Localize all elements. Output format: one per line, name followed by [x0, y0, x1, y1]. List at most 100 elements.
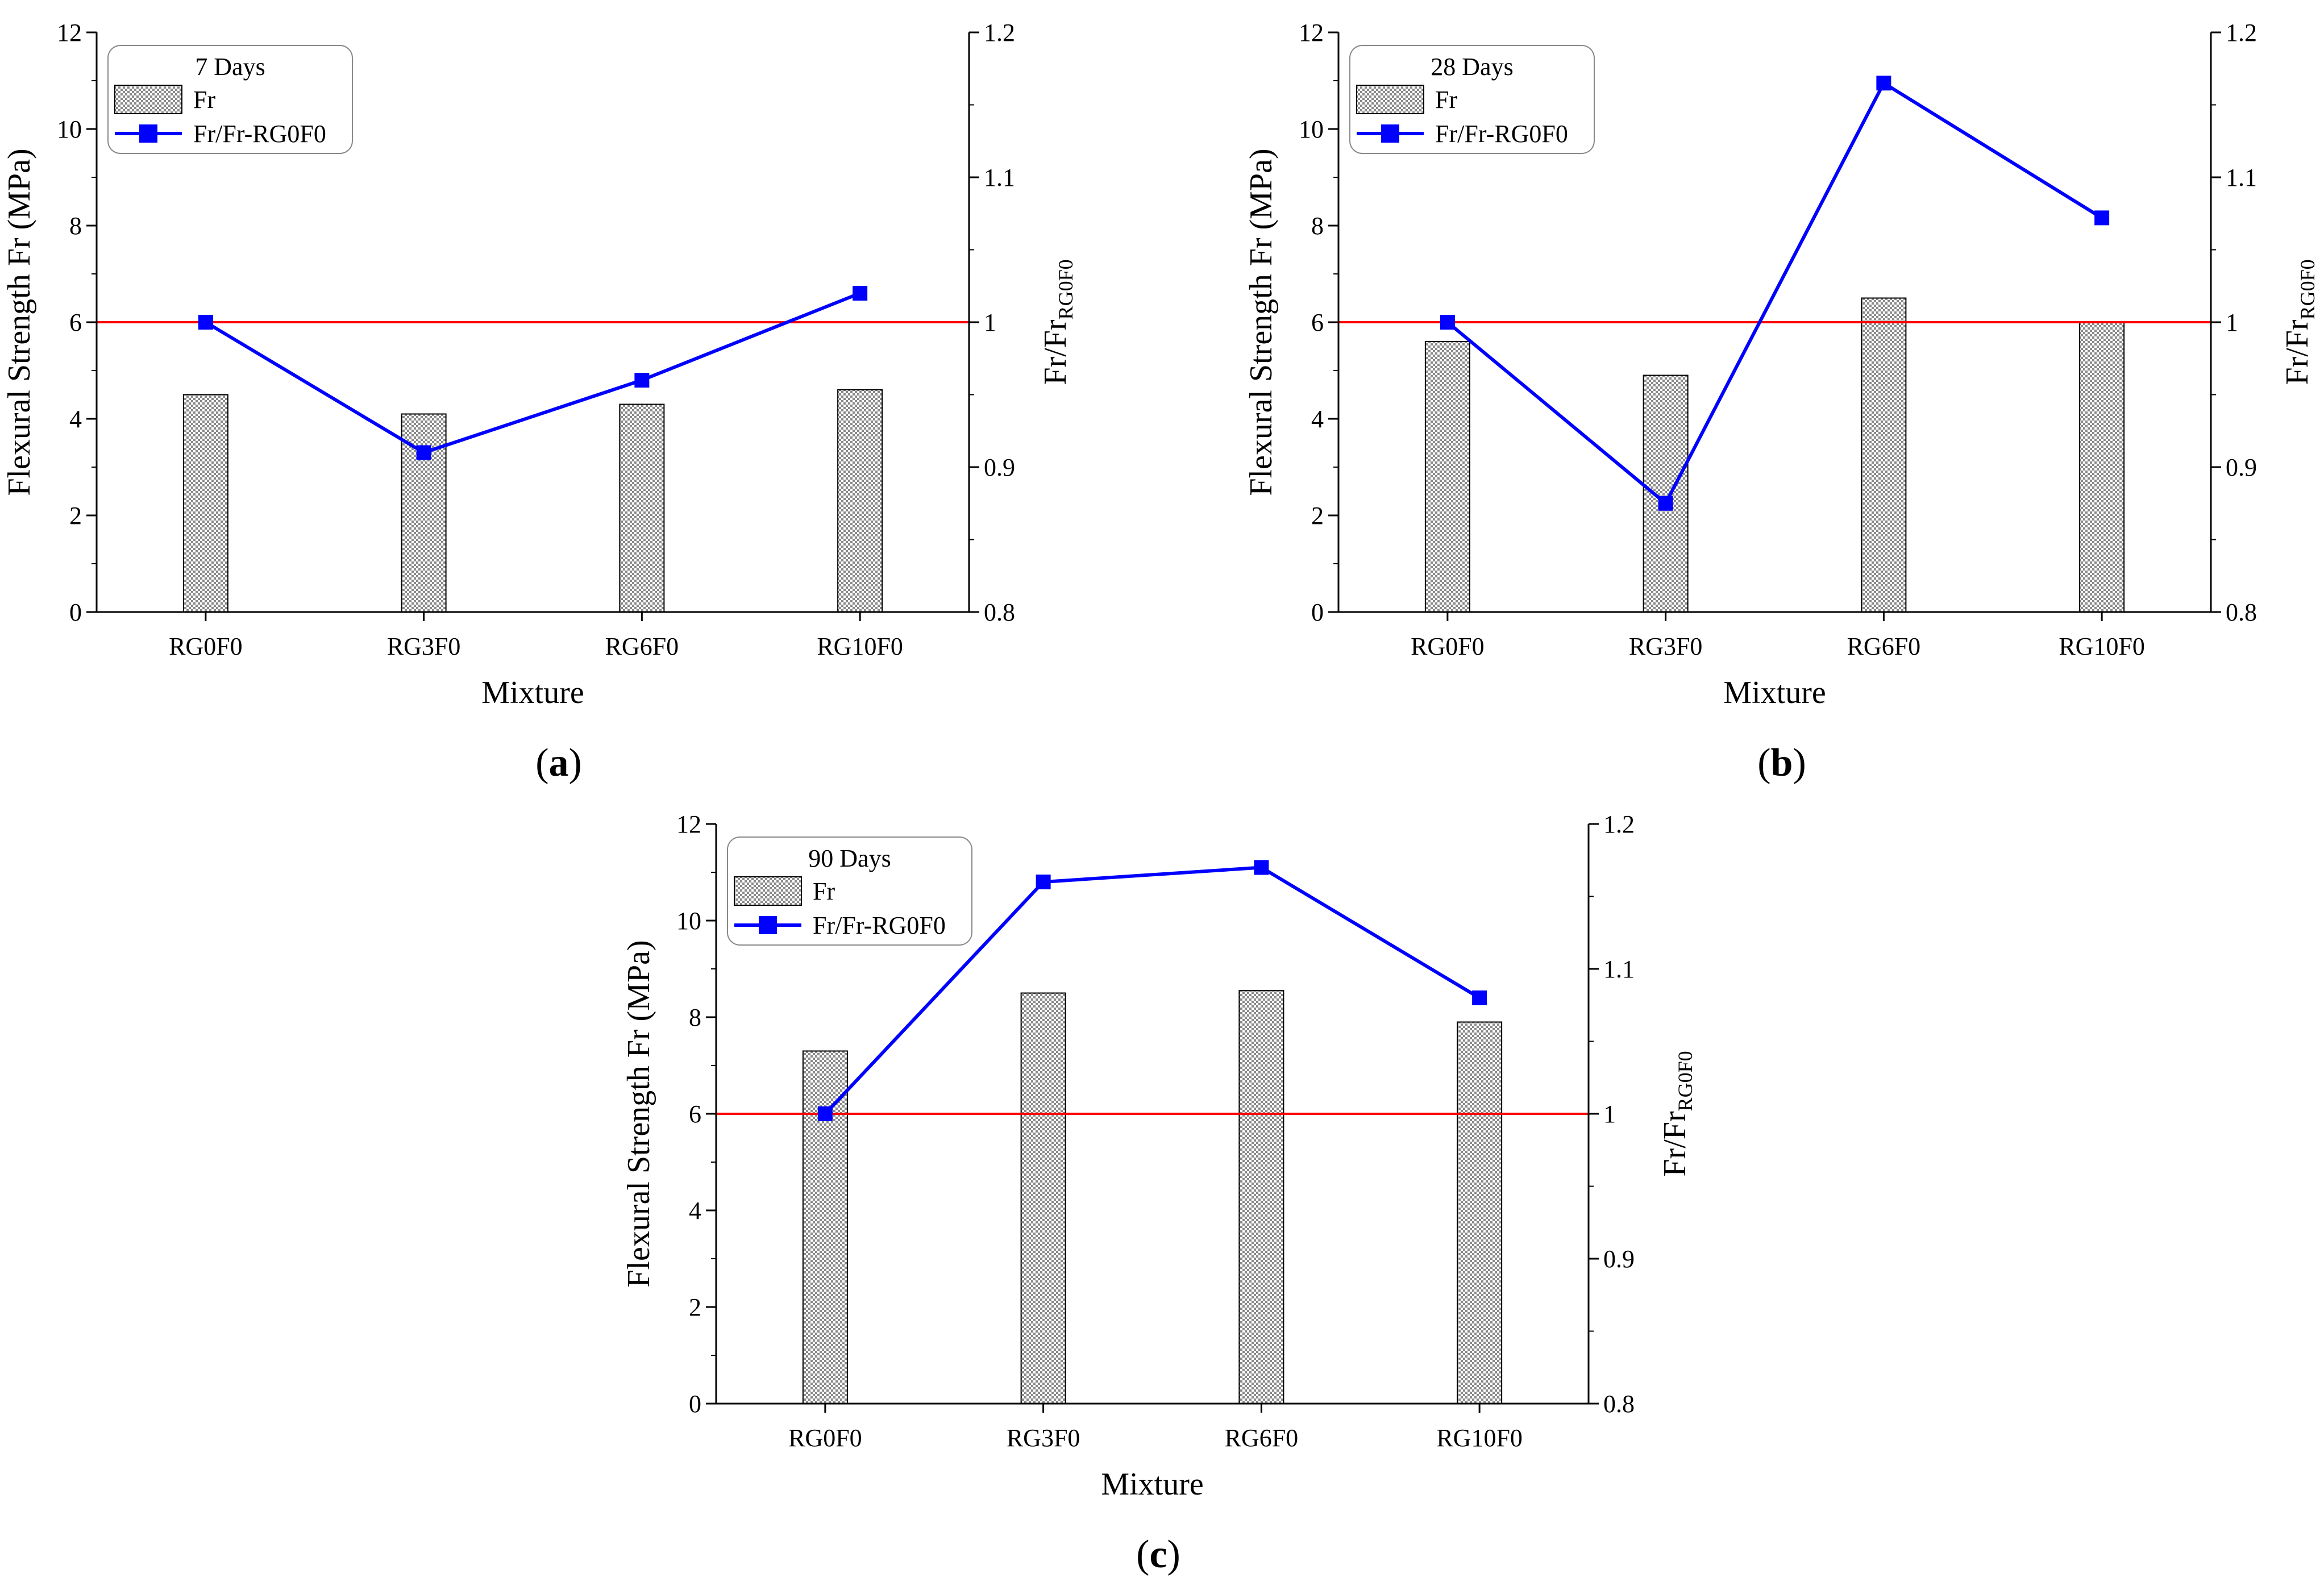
x-tick-label-rg0f0: RG0F0 — [1411, 632, 1485, 660]
legend-marker-swatch — [759, 916, 777, 934]
y-tick-label: 12 — [57, 19, 82, 47]
y2-tick-label: 1 — [984, 309, 996, 336]
chart-panel-a: 0 2 4 6 8 10 12 0.8 0.9 1 1.1 1.2 RG0F0 RG3F0 RG6F0 RG1… — [2, 19, 1077, 785]
y2-axis-title-subscript: RG0F0 — [1674, 1051, 1697, 1111]
ratio-point-rg3f0 — [1658, 496, 1673, 511]
ratio-series-line — [1446, 80, 2103, 506]
chart-panel-c: 0 2 4 6 8 10 12 0.8 0.9 1 1.1 1.2 RG0F0 RG3F0 RG6F0 RG1… — [621, 810, 1697, 1576]
y-tick-label: 4 — [1311, 405, 1324, 433]
x-axis-title: Mixture — [1101, 1467, 1203, 1502]
ratio-point-rg3f0 — [1036, 875, 1051, 889]
y-tick-label: 10 — [1299, 115, 1324, 143]
ratio-point-rg6f0 — [1254, 860, 1269, 875]
y2-tick-label: 0.9 — [2226, 453, 2257, 481]
bar-rg6f0 — [1861, 297, 1907, 613]
y-tick-label: 2 — [69, 502, 82, 530]
bar-rg0f0 — [182, 394, 228, 613]
legend-line-label: Fr/Fr-RG0F0 — [813, 911, 946, 939]
x-axis-title: Mixture — [1723, 675, 1826, 710]
y2-axis-title-subscript: RG0F0 — [1054, 259, 1077, 319]
x-tick-label-rg6f0: RG6F0 — [605, 632, 679, 660]
y2-tick-label: 1.1 — [1603, 955, 1635, 983]
panel-label-a: (a) — [535, 741, 582, 785]
y2-axis-title: Fr/FrRG0F0 — [1038, 259, 1077, 385]
y-tick-label: 8 — [69, 212, 82, 240]
legend-title: 90 Days — [808, 844, 891, 872]
ratio-point-rg0f0 — [817, 1106, 833, 1121]
y-tick-label: 6 — [69, 309, 82, 336]
panel-label-c: (c) — [1136, 1533, 1180, 1576]
x-tick-label-rg10f0: RG10F0 — [817, 632, 903, 660]
panel-label-b: (b) — [1757, 741, 1806, 785]
y-tick-label: 0 — [69, 598, 82, 626]
bar-rg6f0 — [619, 403, 665, 613]
bar-rg0f0 — [802, 1050, 848, 1404]
ratio-point-rg6f0 — [634, 373, 650, 388]
y2-tick-label: 0.9 — [984, 453, 1015, 481]
y-tick-label: 4 — [689, 1197, 701, 1225]
y2-tick-label: 1.2 — [984, 19, 1015, 47]
x-tick-label-rg6f0: RG6F0 — [1225, 1424, 1299, 1452]
legend-title: 28 Days — [1431, 53, 1513, 81]
y-tick-label: 6 — [1311, 309, 1324, 336]
y2-tick-label: 1 — [2226, 309, 2238, 336]
y2-tick-label: 1 — [1603, 1100, 1616, 1128]
legend: 7 Days Fr Fr/Fr-RG0F0 — [107, 45, 353, 154]
legend-bar-label: Fr — [813, 877, 835, 905]
x-tick-label-rg3f0: RG3F0 — [1007, 1424, 1080, 1452]
y-tick-label: 12 — [1299, 19, 1324, 47]
legend-bar-swatch — [1356, 85, 1424, 114]
legend-bar-label: Fr — [1435, 86, 1457, 114]
bar-rg10f0 — [2079, 322, 2125, 613]
y2-axis-title-main: Fr/Fr — [2280, 319, 2315, 385]
y2-tick-label: 0.9 — [1603, 1245, 1635, 1273]
y2-tick-label: 0.8 — [984, 598, 1015, 626]
bar-rg0f0 — [1424, 341, 1470, 613]
legend-box — [1349, 45, 1595, 154]
y-tick-label: 4 — [69, 405, 82, 433]
bar-rg10f0 — [837, 389, 883, 613]
ratio-point-rg6f0 — [1876, 76, 1891, 91]
plot-area: 0 2 4 6 8 10 12 0.8 0.9 1 1.1 1.2 RG0F0 RG3F0 RG6F0 RG1… — [2, 19, 1077, 710]
legend: 28 Days Fr Fr/Fr-RG0F0 — [1349, 45, 1595, 154]
legend-bar-swatch — [734, 876, 802, 906]
y2-axis-title-main: Fr/Fr — [1657, 1111, 1693, 1176]
x-tick-label-rg6f0: RG6F0 — [1847, 632, 1921, 660]
x-tick-label-rg0f0: RG0F0 — [169, 632, 243, 660]
ratio-point-rg3f0 — [416, 445, 431, 460]
legend-bar-swatch — [114, 85, 182, 114]
y2-axis-title-subscript: RG0F0 — [2296, 259, 2319, 319]
y-tick-label: 6 — [689, 1100, 701, 1128]
bar-rg6f0 — [1238, 990, 1284, 1404]
y2-tick-label: 1.2 — [1603, 810, 1635, 838]
ratio-series-line — [205, 292, 861, 455]
legend-box — [107, 45, 353, 154]
x-tick-label-rg0f0: RG0F0 — [788, 1424, 862, 1452]
y2-tick-label: 0.8 — [2226, 598, 2257, 626]
x-tick-label-rg3f0: RG3F0 — [387, 632, 461, 660]
ratio-point-rg10f0 — [1472, 990, 1487, 1005]
ratio-point-rg10f0 — [853, 286, 868, 301]
legend-line-label: Fr/Fr-RG0F0 — [1435, 120, 1568, 148]
ratio-series-line — [824, 865, 1481, 1116]
ratio-point-rg10f0 — [2094, 210, 2110, 226]
ratio-point-rg0f0 — [198, 315, 213, 330]
y-axis-title: Flexural Strength Fr (MPa) — [2, 148, 37, 496]
bar-rg3f0 — [1643, 374, 1689, 613]
legend-bar-label: Fr — [193, 86, 215, 114]
plot-area: 0 2 4 6 8 10 12 0.8 0.9 1 1.1 1.2 RG0F0 RG3F0 RG6F0 RG1… — [1244, 19, 2319, 710]
chart-panel-b: 0 2 4 6 8 10 12 0.8 0.9 1 1.1 1.2 RG0F0 RG3F0 RG6F0 RG1… — [1244, 19, 2319, 785]
legend-title: 7 Days — [195, 53, 265, 81]
x-tick-label-rg10f0: RG10F0 — [1436, 1424, 1523, 1452]
y-tick-label: 0 — [1311, 598, 1324, 626]
y2-tick-label: 1.1 — [2226, 164, 2257, 192]
plot-area: 0 2 4 6 8 10 12 0.8 0.9 1 1.1 1.2 RG0F0 RG3F0 RG6F0 RG1… — [621, 810, 1697, 1502]
ratio-point-rg0f0 — [1440, 315, 1455, 330]
legend-marker-swatch — [1381, 124, 1399, 143]
y-tick-label: 0 — [689, 1390, 701, 1418]
legend-line-label: Fr/Fr-RG0F0 — [193, 120, 326, 148]
x-tick-label-rg10f0: RG10F0 — [2059, 632, 2145, 660]
y-tick-label: 10 — [57, 115, 82, 143]
y2-tick-label: 0.8 — [1603, 1390, 1635, 1418]
